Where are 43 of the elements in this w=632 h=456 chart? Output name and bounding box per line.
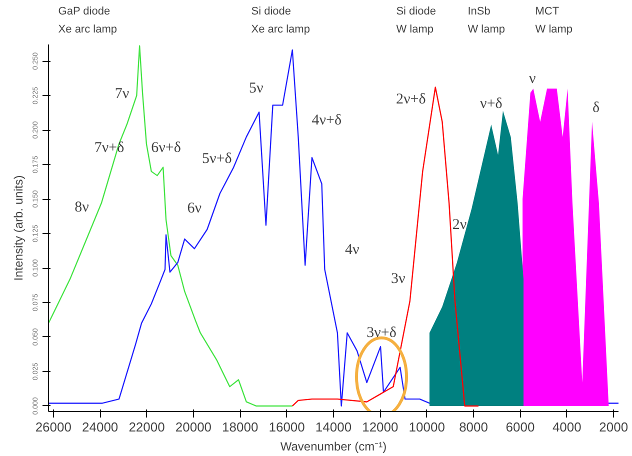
x-tick-label: 22000 [128, 420, 165, 434]
x-tick-label: 4000 [552, 420, 582, 434]
annotation: 6ν+δ [151, 140, 181, 156]
x-tick-label: 24000 [82, 420, 118, 434]
annotation: 8ν [74, 199, 90, 216]
annotation: ν [528, 70, 536, 87]
annotation: 5ν [249, 80, 264, 97]
x-tick-label: 18000 [222, 420, 258, 434]
text: W lamp [468, 24, 505, 36]
text: W lamp [396, 24, 434, 36]
x-tick-label: 6000 [506, 420, 535, 434]
line-series [292, 86, 480, 407]
annotation: 4ν+δ [312, 112, 342, 128]
annotation: ν+δ [480, 96, 502, 112]
x-axis-title: Wavenumber (cm⁻¹) [280, 440, 387, 454]
text: Si diode [251, 6, 292, 18]
annotation: 4ν [344, 242, 360, 258]
annotation: 3ν [391, 271, 406, 288]
line-series [48, 49, 618, 407]
annotation: 3ν+δ [366, 324, 396, 341]
x-tick-label: 16000 [268, 420, 305, 434]
annotation: 2ν [452, 217, 467, 234]
text: W lamp [535, 24, 573, 36]
x-tick-label: 14000 [315, 420, 352, 434]
annotation: 2ν+δ [396, 92, 426, 108]
annotation: 5ν+δ [202, 151, 232, 168]
annotation: 6ν [187, 200, 202, 217]
line-series [48, 45, 293, 407]
annotation: δ [592, 100, 600, 116]
text: MCT [535, 6, 560, 18]
x-tick-label: 26000 [35, 420, 72, 434]
x-tick-label: 2000 [599, 420, 628, 434]
x-tick-label: 12000 [362, 420, 398, 434]
text: Xe arc lamp [58, 24, 118, 36]
x-tick-label: 10000 [408, 420, 445, 434]
y-axis-title: Intensity (arb. units) [12, 175, 26, 281]
text: Si diode [396, 6, 436, 18]
text: InSb [468, 6, 490, 18]
annotation: 7ν [114, 86, 130, 102]
x-tick-label: 8000 [459, 420, 488, 434]
x-tick-label: 20000 [175, 420, 212, 434]
text: GaP diode [58, 6, 110, 18]
text: Xe arc lamp [251, 24, 310, 36]
